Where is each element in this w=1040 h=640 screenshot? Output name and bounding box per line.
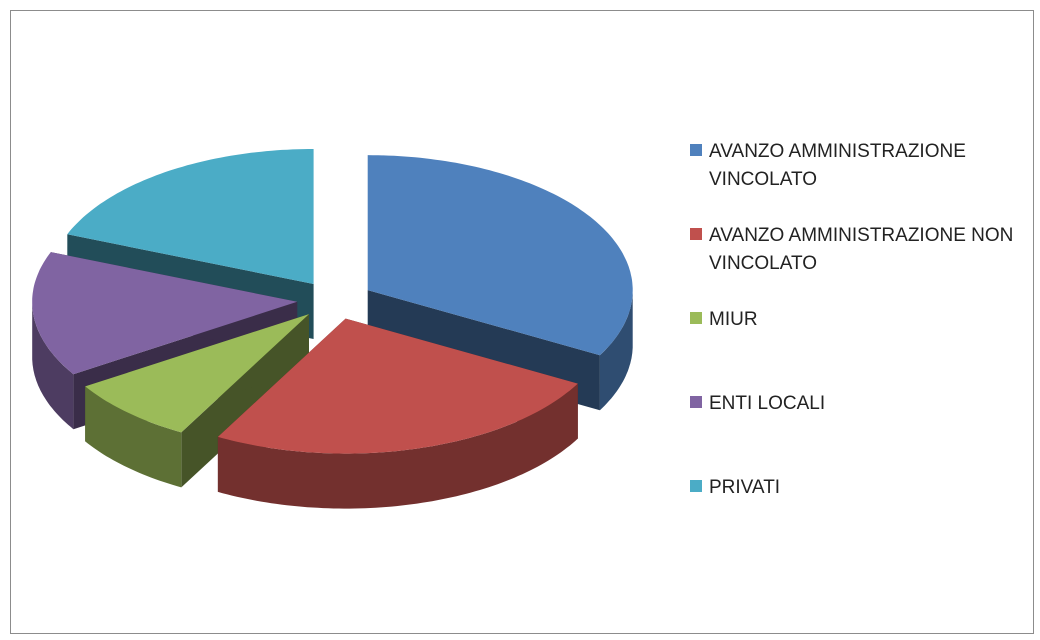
legend-label: PRIVATI — [709, 477, 781, 498]
slice — [217, 318, 578, 454]
legend-swatch — [690, 312, 702, 324]
slice-wall — [217, 383, 578, 509]
legend: AVANZO AMMINISTRAZIONE VINCOLATO AVANZO A… — [690, 138, 1035, 558]
slice — [367, 155, 633, 356]
slice-wall — [32, 301, 74, 430]
slice — [67, 149, 314, 284]
legend-swatch — [690, 396, 702, 408]
legend-label: AVANZO AMMINISTRAZIONE VINCOLATO — [709, 141, 966, 190]
legend-swatch — [690, 144, 702, 156]
legend-item: PRIVATI — [690, 474, 1035, 558]
slice-wall — [85, 386, 182, 488]
legend-item: MIUR — [690, 306, 1035, 390]
slice — [32, 252, 298, 375]
legend-swatch — [690, 228, 702, 240]
slice — [85, 314, 309, 433]
chart-frame — [10, 10, 1034, 634]
slice-wall — [599, 290, 633, 411]
legend-swatch — [690, 480, 702, 492]
legend-label: ENTI LOCALI — [709, 393, 826, 414]
legend-label: AVANZO AMMINISTRAZIONE NON VINCOLATO — [709, 225, 1014, 274]
legend-item: AVANZO AMMINISTRAZIONE VINCOLATO — [690, 138, 1035, 222]
legend-item: AVANZO AMMINISTRAZIONE NON VINCOLATO — [690, 222, 1035, 306]
legend-item: ENTI LOCALI — [690, 390, 1035, 474]
legend-label: MIUR — [709, 309, 758, 330]
